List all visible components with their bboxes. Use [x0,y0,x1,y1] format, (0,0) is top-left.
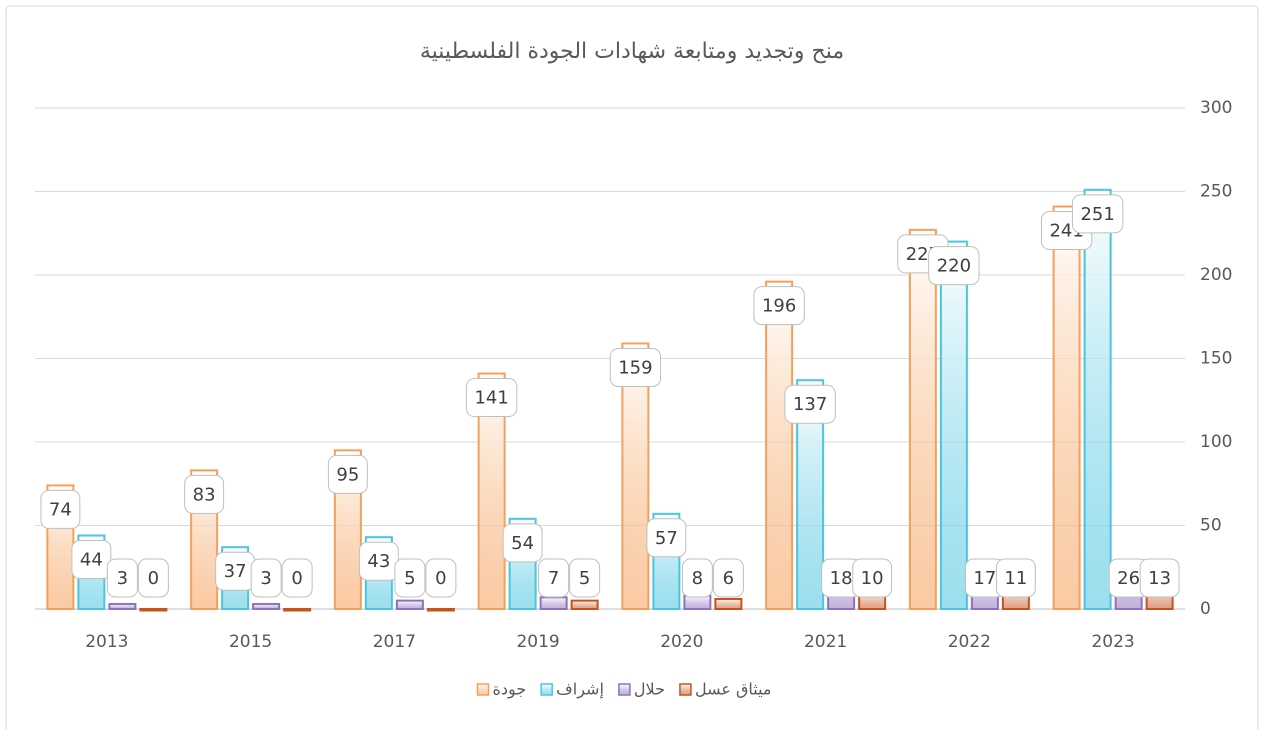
data-label-box [712,558,744,598]
data-label: 220 [937,256,971,277]
data-label: 251 [1080,204,1114,225]
legend-label: إشراف [556,680,604,700]
bar [108,602,137,610]
data-label-box [465,378,518,418]
legend-label: جودة [493,680,527,700]
data-label-box [250,558,282,598]
data-label: 137 [793,394,827,415]
data-label-box [184,474,225,514]
data-label-box [281,558,313,598]
x-tick-label: 2020 [660,632,703,652]
data-label-box [425,558,457,598]
data-label: 5 [404,568,415,589]
legend-swatch [679,683,692,696]
bar [1052,205,1081,610]
bar [570,599,599,611]
data-label: 54 [511,533,534,554]
legend-swatch [476,683,490,696]
data-label-box [71,540,112,580]
data-label-box [784,384,836,424]
data-label: 3 [260,568,271,589]
data-label-box [569,558,601,598]
bar [765,280,794,610]
legend-swatch [618,683,631,696]
data-label: 10 [861,568,884,589]
data-label-box [106,558,138,598]
data-label: 44 [80,550,103,571]
data-label-box [681,558,713,598]
data-label: 43 [367,551,390,572]
bar [426,608,455,612]
bar [908,228,937,610]
bar [139,608,168,612]
data-label: 0 [148,568,159,589]
data-label: 83 [193,484,216,505]
y-tick-label: 300 [1200,98,1232,118]
data-label: 3 [117,568,128,589]
data-label-box [394,558,426,598]
x-tick-label: 2019 [516,632,559,652]
y-tick-label: 50 [1200,516,1222,536]
bar [283,608,312,612]
data-label: 159 [618,357,652,378]
y-tick-label: 0 [1200,599,1211,619]
data-label-box [40,489,81,529]
bar [939,240,968,610]
x-tick-label: 2017 [373,632,416,652]
bar [252,602,281,610]
data-label-box [852,558,893,598]
bar [621,342,650,610]
data-label: 7 [548,568,559,589]
legend-label: حلال [634,680,665,699]
data-label: 26 [1117,568,1140,589]
x-tick-label: 2021 [804,632,847,652]
y-tick-label: 150 [1200,349,1232,369]
data-label-box [646,518,687,558]
data-label-box [1071,194,1124,234]
data-label-box [502,523,543,563]
bar [395,599,424,611]
bar [539,596,568,610]
y-tick-label: 250 [1200,182,1232,202]
y-tick-label: 100 [1200,432,1232,452]
bar [1083,188,1112,611]
data-label: 141 [474,388,508,409]
data-label: 17 [973,568,996,589]
data-label: 13 [1148,568,1171,589]
y-tick-label: 200 [1200,265,1232,285]
data-label: 0 [291,568,302,589]
x-tick-label: 2023 [1091,632,1134,652]
data-label: 8 [692,568,703,589]
bar [714,597,743,610]
data-label: 11 [1004,568,1027,589]
data-label-box [995,558,1036,598]
data-label-box [1139,558,1180,598]
chart-title: منح وتجديد ومتابعة شهادات الجودة الفلسطي… [420,39,844,64]
data-label: 6 [723,568,734,589]
x-tick-label: 2022 [948,632,991,652]
data-label: 5 [579,568,590,589]
data-label: 0 [435,568,446,589]
x-tick-label: 2013 [85,632,128,652]
data-label: 196 [762,296,796,317]
x-tick-label: 2015 [229,632,272,652]
data-label: 37 [224,561,247,582]
data-label-box [609,347,662,387]
legend-swatch [540,683,553,696]
data-label-box [137,558,169,598]
data-label: 18 [830,568,853,589]
data-label-box [327,454,368,494]
bar [683,594,712,611]
legend-label: ميثاق عسل [695,680,772,699]
data-label: 74 [49,499,72,520]
data-label: 95 [336,464,359,485]
data-label-box [753,286,805,326]
data-label-box [928,246,980,286]
data-label-box [538,558,570,598]
data-label: 57 [655,528,678,549]
